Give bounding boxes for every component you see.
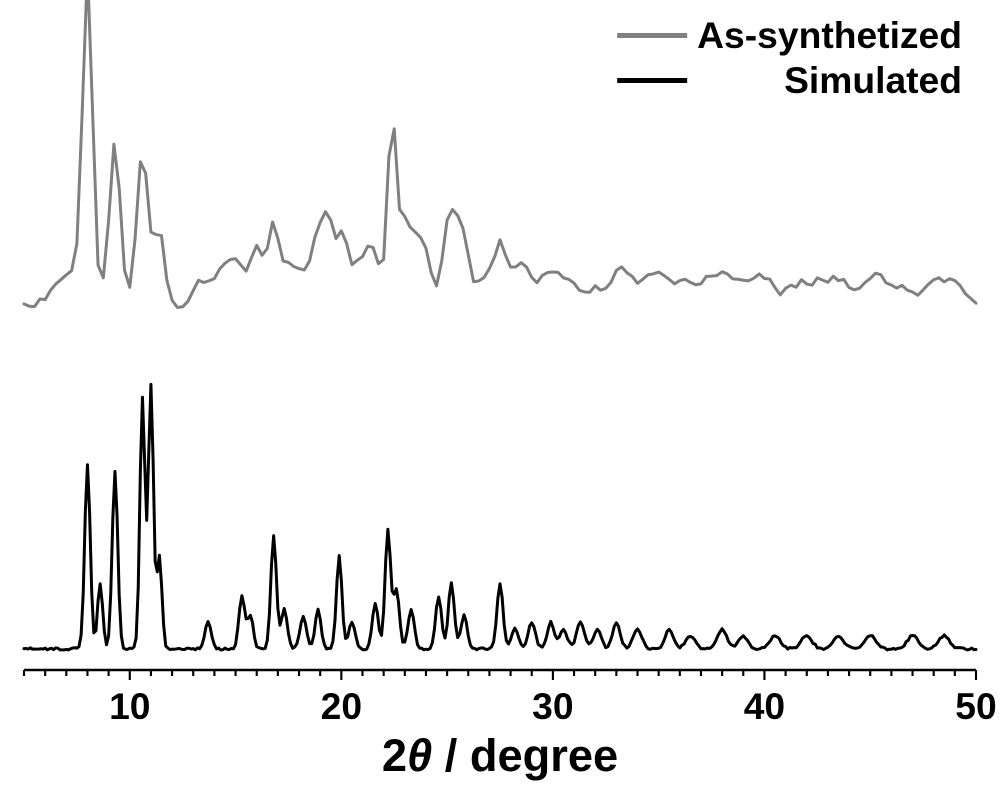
legend-label: As-synthetized — [697, 14, 962, 56]
series-simulated — [24, 384, 976, 650]
x-tick-label: 30 — [532, 685, 573, 727]
chart-svg: 10 20 30 40 50 2θ / degree As-synthetizedSimul… — [0, 0, 1000, 794]
x-tick-label: 40 — [744, 685, 785, 727]
x-tick-label: 20 — [321, 685, 362, 727]
x-tick-label: 50 — [955, 685, 996, 727]
xrd-chart: 10 20 30 40 50 2θ / degree As-synthetizedSimul… — [0, 0, 1000, 794]
legend-label: Simulated — [784, 59, 962, 101]
x-axis-label: 2θ / degree — [382, 730, 618, 781]
x-tick-label: 10 — [109, 685, 150, 727]
legend: As-synthetizedSimulated — [617, 14, 962, 101]
